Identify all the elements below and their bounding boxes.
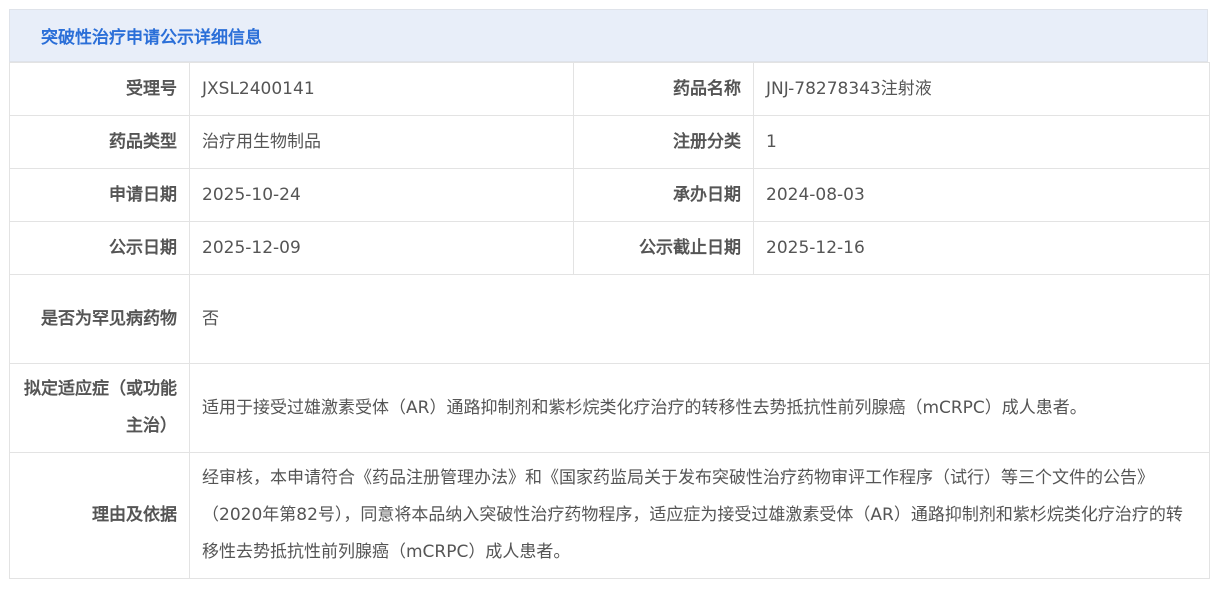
reason-label: 理由及依据 — [9, 452, 190, 579]
table-row: 公示日期 2025-12-09 公示截止日期 2025-12-16 — [9, 221, 1210, 275]
field-label: 公示截止日期 — [573, 221, 754, 275]
field-value: JXSL2400141 — [189, 62, 574, 116]
field-label: 药品类型 — [9, 115, 190, 169]
field-label: 承办日期 — [573, 168, 754, 222]
field-value: JNJ-78278343注射液 — [753, 62, 1210, 116]
table-row: 理由及依据 经审核，本申请符合《药品注册管理办法》和《国家药监局关于发布突破性治疗… — [9, 452, 1210, 579]
table-row: 药品类型 治疗用生物制品 注册分类 1 — [9, 115, 1210, 169]
table-row: 拟定适应症（或功能主治） 适用于接受过雄激素受体（AR）通路抑制剂和紫杉烷类化疗治… — [9, 363, 1210, 453]
table-row: 受理号 JXSL2400141 药品名称 JNJ-78278343注射液 — [9, 62, 1210, 116]
field-label: 注册分类 — [573, 115, 754, 169]
indication-label: 拟定适应症（或功能主治） — [9, 363, 190, 453]
field-label: 申请日期 — [9, 168, 190, 222]
field-value: 1 — [753, 115, 1210, 169]
field-label: 药品名称 — [573, 62, 754, 116]
detail-panel: 突破性治疗申请公示详细信息 受理号 JXSL2400141 药品名称 JNJ-7827… — [9, 9, 1210, 579]
field-value: 2025-12-16 — [753, 221, 1210, 275]
rare-drug-value: 否 — [189, 274, 1210, 364]
rare-drug-label: 是否为罕见病药物 — [9, 274, 190, 364]
table-row: 申请日期 2025-10-24 承办日期 2024-08-03 — [9, 168, 1210, 222]
field-value: 2025-10-24 — [189, 168, 574, 222]
panel-title: 突破性治疗申请公示详细信息 — [9, 9, 1208, 62]
reason-value: 经审核，本申请符合《药品注册管理办法》和《国家药监局关于发布突破性治疗药物审评工… — [189, 452, 1210, 579]
detail-table: 受理号 JXSL2400141 药品名称 JNJ-78278343注射液 药品类型 治疗… — [9, 62, 1210, 579]
field-value: 2024-08-03 — [753, 168, 1210, 222]
table-row: 是否为罕见病药物否 — [9, 274, 1210, 364]
field-value: 2025-12-09 — [189, 221, 574, 275]
field-label: 公示日期 — [9, 221, 190, 275]
indication-value: 适用于接受过雄激素受体（AR）通路抑制剂和紫杉烷类化疗治疗的转移性去势抵抗性前列… — [189, 363, 1210, 453]
field-value: 治疗用生物制品 — [189, 115, 574, 169]
field-label: 受理号 — [9, 62, 190, 116]
